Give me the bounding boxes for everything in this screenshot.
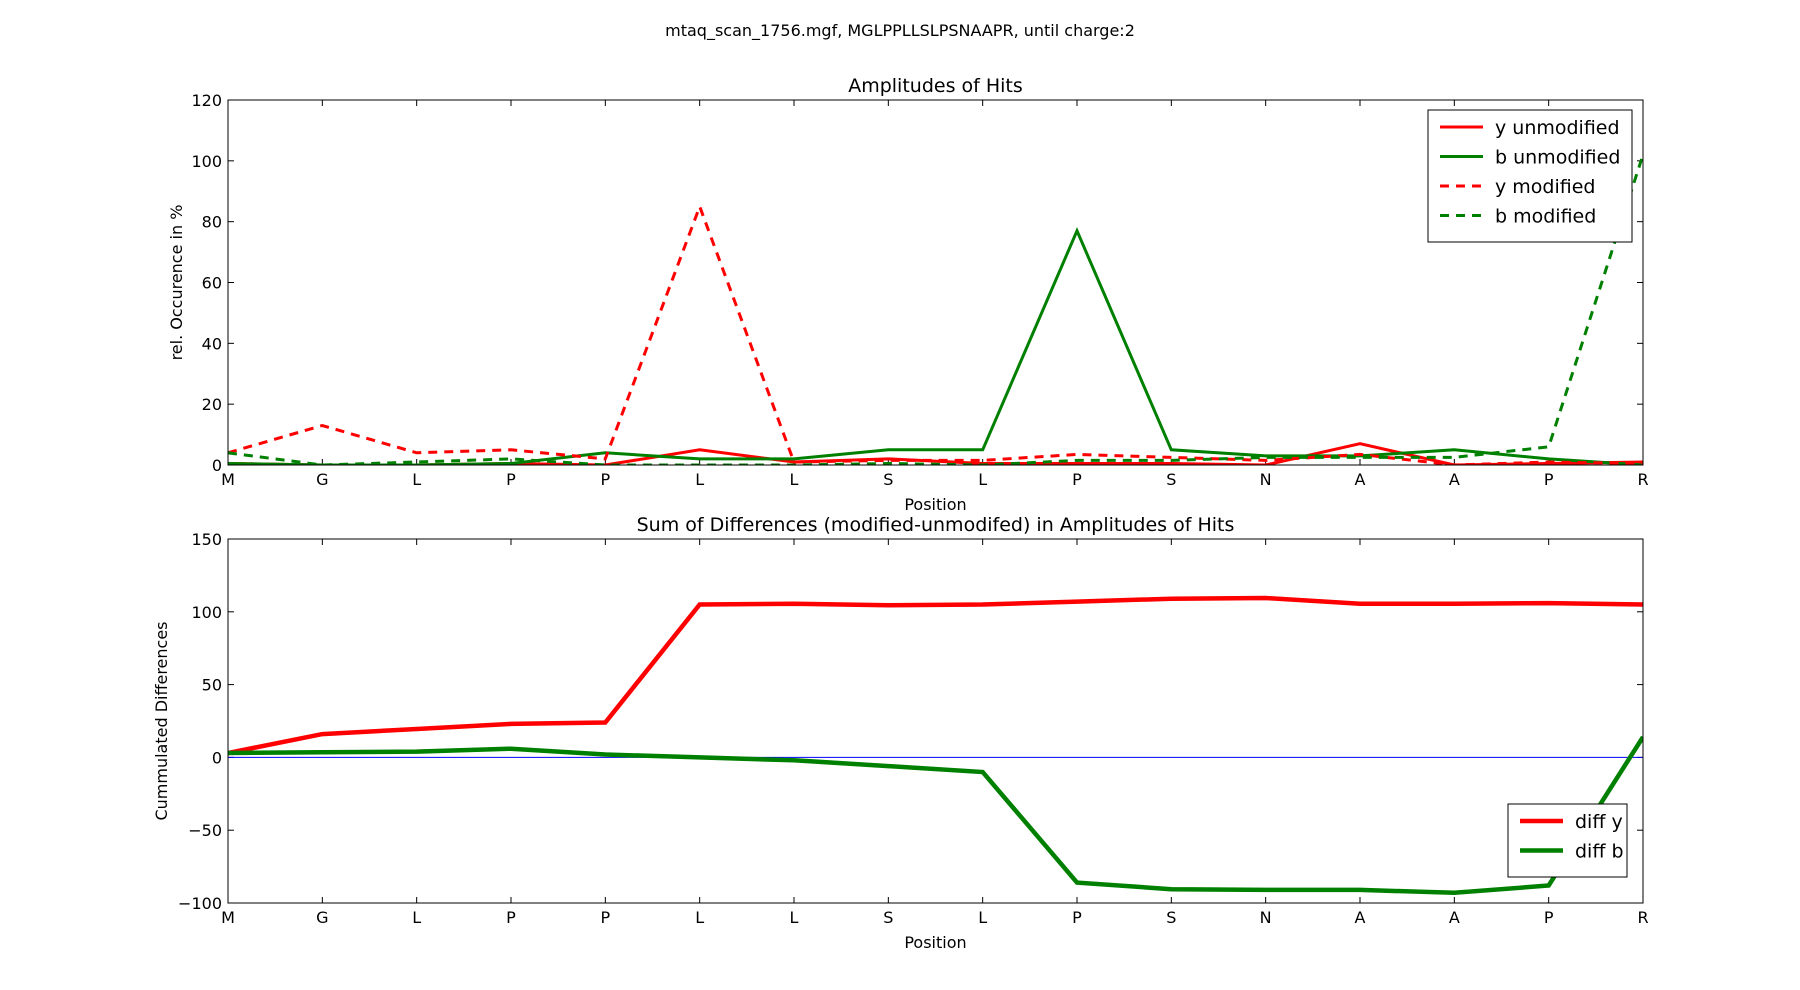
bottom-chart-xtick-label: L <box>695 908 704 927</box>
top-chart-xtick-label: P <box>601 470 611 489</box>
bottom-chart-frame <box>227 538 1644 904</box>
bottom-chart-legend-label: diff y <box>1575 811 1623 833</box>
bottom-chart-xtick-label: L <box>790 908 799 927</box>
bottom-chart-xtick-label: P <box>506 908 516 927</box>
bottom-chart-xtick-label: S <box>1166 908 1176 927</box>
bottom-chart: Sum of Differences (modified-unmodifed) … <box>152 514 1649 952</box>
top-chart-frame <box>227 99 1644 466</box>
top-chart-xtick-label: G <box>316 470 328 489</box>
bottom-chart-xtick-label: S <box>883 908 893 927</box>
top-chart-ytick-label: 60 <box>202 274 222 293</box>
top-chart-xtick-label: L <box>978 470 987 489</box>
bottom-chart-legend: diff y diff b <box>1507 803 1628 878</box>
bottom-chart-ytick-label: −100 <box>178 894 222 913</box>
top-chart-ytick-label: 20 <box>202 395 222 414</box>
top-chart-title: Amplitudes of Hits <box>848 75 1023 97</box>
top-chart-legend: y unmodified b unmodified y modified b modi… <box>1427 109 1633 243</box>
top-chart-legend-label: y modified <box>1495 176 1595 198</box>
top-chart-ytick-label: 120 <box>191 91 222 110</box>
bottom-chart-ytick-label: 150 <box>191 530 222 549</box>
top-chart-ytick-label: 100 <box>191 152 222 171</box>
top-chart-xtick-label: A <box>1355 470 1366 489</box>
bottom-chart-series-diff-b <box>228 735 1643 896</box>
top-chart-xtick-label: S <box>883 470 893 489</box>
top-chart: Amplitudes of Hits Position rel. Occuren… <box>167 75 1649 514</box>
bottom-chart-xtick-label: A <box>1355 908 1366 927</box>
bottom-chart-title: Sum of Differences (modified-unmodifed) … <box>637 514 1235 536</box>
top-chart-xtick-label: P <box>506 470 516 489</box>
top-chart-xtick-label: P <box>1072 470 1082 489</box>
bottom-chart-xtick-label: M <box>221 908 235 927</box>
top-chart-xtick-label: A <box>1449 470 1460 489</box>
top-chart-xtick-label: N <box>1260 470 1272 489</box>
top-chart-xtick-label: M <box>221 470 235 489</box>
bottom-chart-xtick-label: L <box>412 908 421 927</box>
bottom-chart-xtick-label: R <box>1637 908 1648 927</box>
top-chart-series-b-unmodified <box>228 227 1643 465</box>
top-chart-legend-label: b modified <box>1495 206 1596 228</box>
top-chart-xtick-label: L <box>790 470 799 489</box>
top-chart-legend-label: y unmodified <box>1495 117 1620 139</box>
bottom-chart-xlabel: Position <box>904 933 966 952</box>
bottom-chart-series-diff-y <box>228 595 1643 756</box>
bottom-chart-xtick-label: L <box>978 908 987 927</box>
bottom-chart-xtick-label: P <box>1072 908 1082 927</box>
top-chart-xtick-label: S <box>1166 470 1176 489</box>
bottom-chart-ytick-label: 0 <box>212 748 222 767</box>
top-chart-series-b-modified <box>228 154 1643 465</box>
top-chart-ytick-label: 80 <box>202 213 222 232</box>
figure-suptitle: mtaq_scan_1756.mgf, MGLPPLLSLPSNAAPR, un… <box>665 21 1135 41</box>
top-chart-xtick-label: L <box>412 470 421 489</box>
top-chart-xtick-label: L <box>695 470 704 489</box>
bottom-chart-xtick-label: N <box>1260 908 1272 927</box>
bottom-chart-xtick-label: P <box>601 908 611 927</box>
bottom-chart-ytick-label: 100 <box>191 603 222 622</box>
top-chart-xlabel: Position <box>904 495 966 514</box>
top-chart-xtick-label: R <box>1637 470 1648 489</box>
bottom-chart-ytick-label: 50 <box>202 676 222 695</box>
bottom-chart-xtick-label: G <box>316 908 328 927</box>
bottom-chart-ylabel: Cummulated Differences <box>152 621 171 820</box>
bottom-chart-legend-label: diff b <box>1575 841 1624 863</box>
top-chart-ylabel: rel. Occurence in % <box>167 205 186 361</box>
top-chart-ytick-label: 40 <box>202 334 222 353</box>
top-chart-legend-label: b unmodified <box>1495 147 1620 169</box>
bottom-chart-xtick-label: A <box>1449 908 1460 927</box>
top-chart-ytick-label: 0 <box>212 456 222 475</box>
bottom-chart-legend-box <box>1507 803 1628 878</box>
top-chart-legend-box <box>1427 109 1633 243</box>
bottom-chart-xtick-label: P <box>1544 908 1554 927</box>
bottom-chart-ytick-label: −50 <box>188 821 222 840</box>
top-chart-xtick-label: P <box>1544 470 1554 489</box>
top-chart-series-y-modified <box>228 202 1643 465</box>
